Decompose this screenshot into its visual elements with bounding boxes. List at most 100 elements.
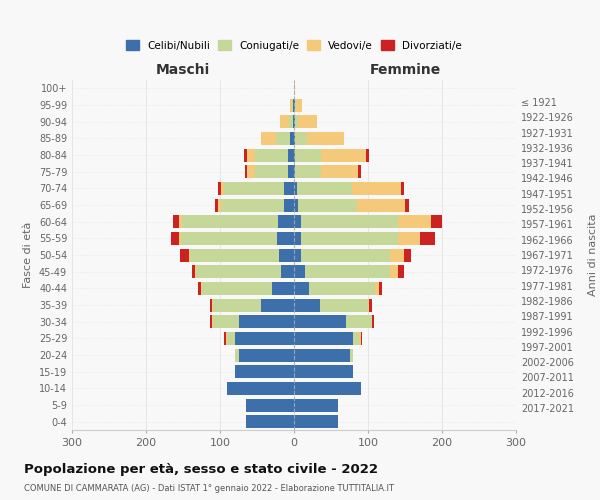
Bar <box>221 198 284 211</box>
Bar <box>294 365 353 378</box>
Bar <box>294 282 309 295</box>
Bar <box>281 265 294 278</box>
Bar <box>431 215 442 228</box>
Bar <box>189 248 190 262</box>
Bar <box>227 332 235 345</box>
Bar <box>212 315 239 328</box>
Bar <box>398 265 404 278</box>
Bar <box>244 148 247 162</box>
Bar <box>179 232 181 245</box>
Bar <box>294 132 295 145</box>
Bar <box>221 182 224 195</box>
Bar <box>246 415 294 428</box>
Bar <box>370 298 372 312</box>
Legend: Celibi/Nubili, Coniugati/e, Vedovi/e, Divorziati/e: Celibi/Nubili, Coniugati/e, Vedovi/e, Di… <box>122 36 466 55</box>
Text: Popolazione per età, sesso e stato civile - 2022: Popolazione per età, sesso e stato civil… <box>24 462 378 475</box>
Bar <box>294 232 301 245</box>
Bar <box>212 298 260 312</box>
Bar <box>245 165 247 178</box>
Bar <box>294 332 353 345</box>
Bar <box>226 332 227 345</box>
Bar <box>292 98 293 112</box>
Bar <box>305 265 390 278</box>
Bar <box>401 182 404 195</box>
Bar <box>284 182 294 195</box>
Bar <box>366 148 370 162</box>
Bar <box>293 115 294 128</box>
Bar <box>201 282 202 295</box>
Bar <box>209 298 212 312</box>
Y-axis label: Anni di nascita: Anni di nascita <box>588 214 598 296</box>
Bar <box>180 248 189 262</box>
Bar <box>255 165 288 178</box>
Text: COMUNE DI CAMMARATA (AG) - Dati ISTAT 1° gennaio 2022 - Elaborazione TUTTITALIA.: COMUNE DI CAMMARATA (AG) - Dati ISTAT 1°… <box>24 484 394 493</box>
Bar <box>298 198 357 211</box>
Bar <box>288 165 294 178</box>
Bar <box>293 98 294 112</box>
Bar <box>294 198 298 211</box>
Bar <box>235 365 294 378</box>
Bar <box>359 332 361 345</box>
Bar <box>290 98 292 112</box>
Bar <box>295 148 322 162</box>
Bar <box>352 182 401 195</box>
Bar <box>405 198 409 211</box>
Bar <box>247 165 255 178</box>
Bar <box>272 282 294 295</box>
Bar <box>373 315 374 328</box>
Bar <box>294 148 295 162</box>
Bar <box>173 215 179 228</box>
Bar <box>278 215 294 228</box>
Bar <box>182 215 278 228</box>
Bar <box>368 298 370 312</box>
Bar <box>295 115 298 128</box>
Bar <box>255 148 288 162</box>
Bar <box>349 348 353 362</box>
Bar <box>179 215 182 228</box>
Bar <box>294 315 346 328</box>
Bar <box>301 248 390 262</box>
Bar <box>398 215 431 228</box>
Bar <box>322 165 358 178</box>
Text: Maschi: Maschi <box>156 62 210 76</box>
Bar <box>284 198 294 211</box>
Bar <box>420 232 434 245</box>
Bar <box>239 315 294 328</box>
Bar <box>294 265 305 278</box>
Bar <box>346 315 372 328</box>
Bar <box>294 382 361 395</box>
Bar <box>294 165 295 178</box>
Bar <box>181 232 277 245</box>
Bar <box>224 332 226 345</box>
Bar <box>224 182 284 195</box>
Bar <box>235 332 294 345</box>
Bar <box>294 82 295 95</box>
Bar <box>280 115 289 128</box>
Bar <box>290 132 294 145</box>
Bar <box>296 98 302 112</box>
Bar <box>294 298 320 312</box>
Bar <box>246 398 294 411</box>
Bar <box>376 282 379 295</box>
Bar <box>277 232 294 245</box>
Bar <box>294 348 349 362</box>
Bar <box>398 232 420 245</box>
Y-axis label: Fasce di età: Fasce di età <box>23 222 33 288</box>
Bar <box>211 315 212 328</box>
Bar <box>295 165 322 178</box>
Bar <box>171 232 179 245</box>
Bar <box>294 248 301 262</box>
Bar <box>322 148 366 162</box>
Bar <box>295 132 307 145</box>
Bar <box>215 198 218 211</box>
Bar <box>239 348 294 362</box>
Bar <box>227 382 294 395</box>
Bar <box>357 198 405 211</box>
Bar <box>289 115 293 128</box>
Bar <box>218 182 221 195</box>
Bar <box>218 198 221 211</box>
Bar <box>294 398 338 411</box>
Bar <box>320 298 368 312</box>
Bar <box>390 265 398 278</box>
Bar <box>379 282 382 295</box>
